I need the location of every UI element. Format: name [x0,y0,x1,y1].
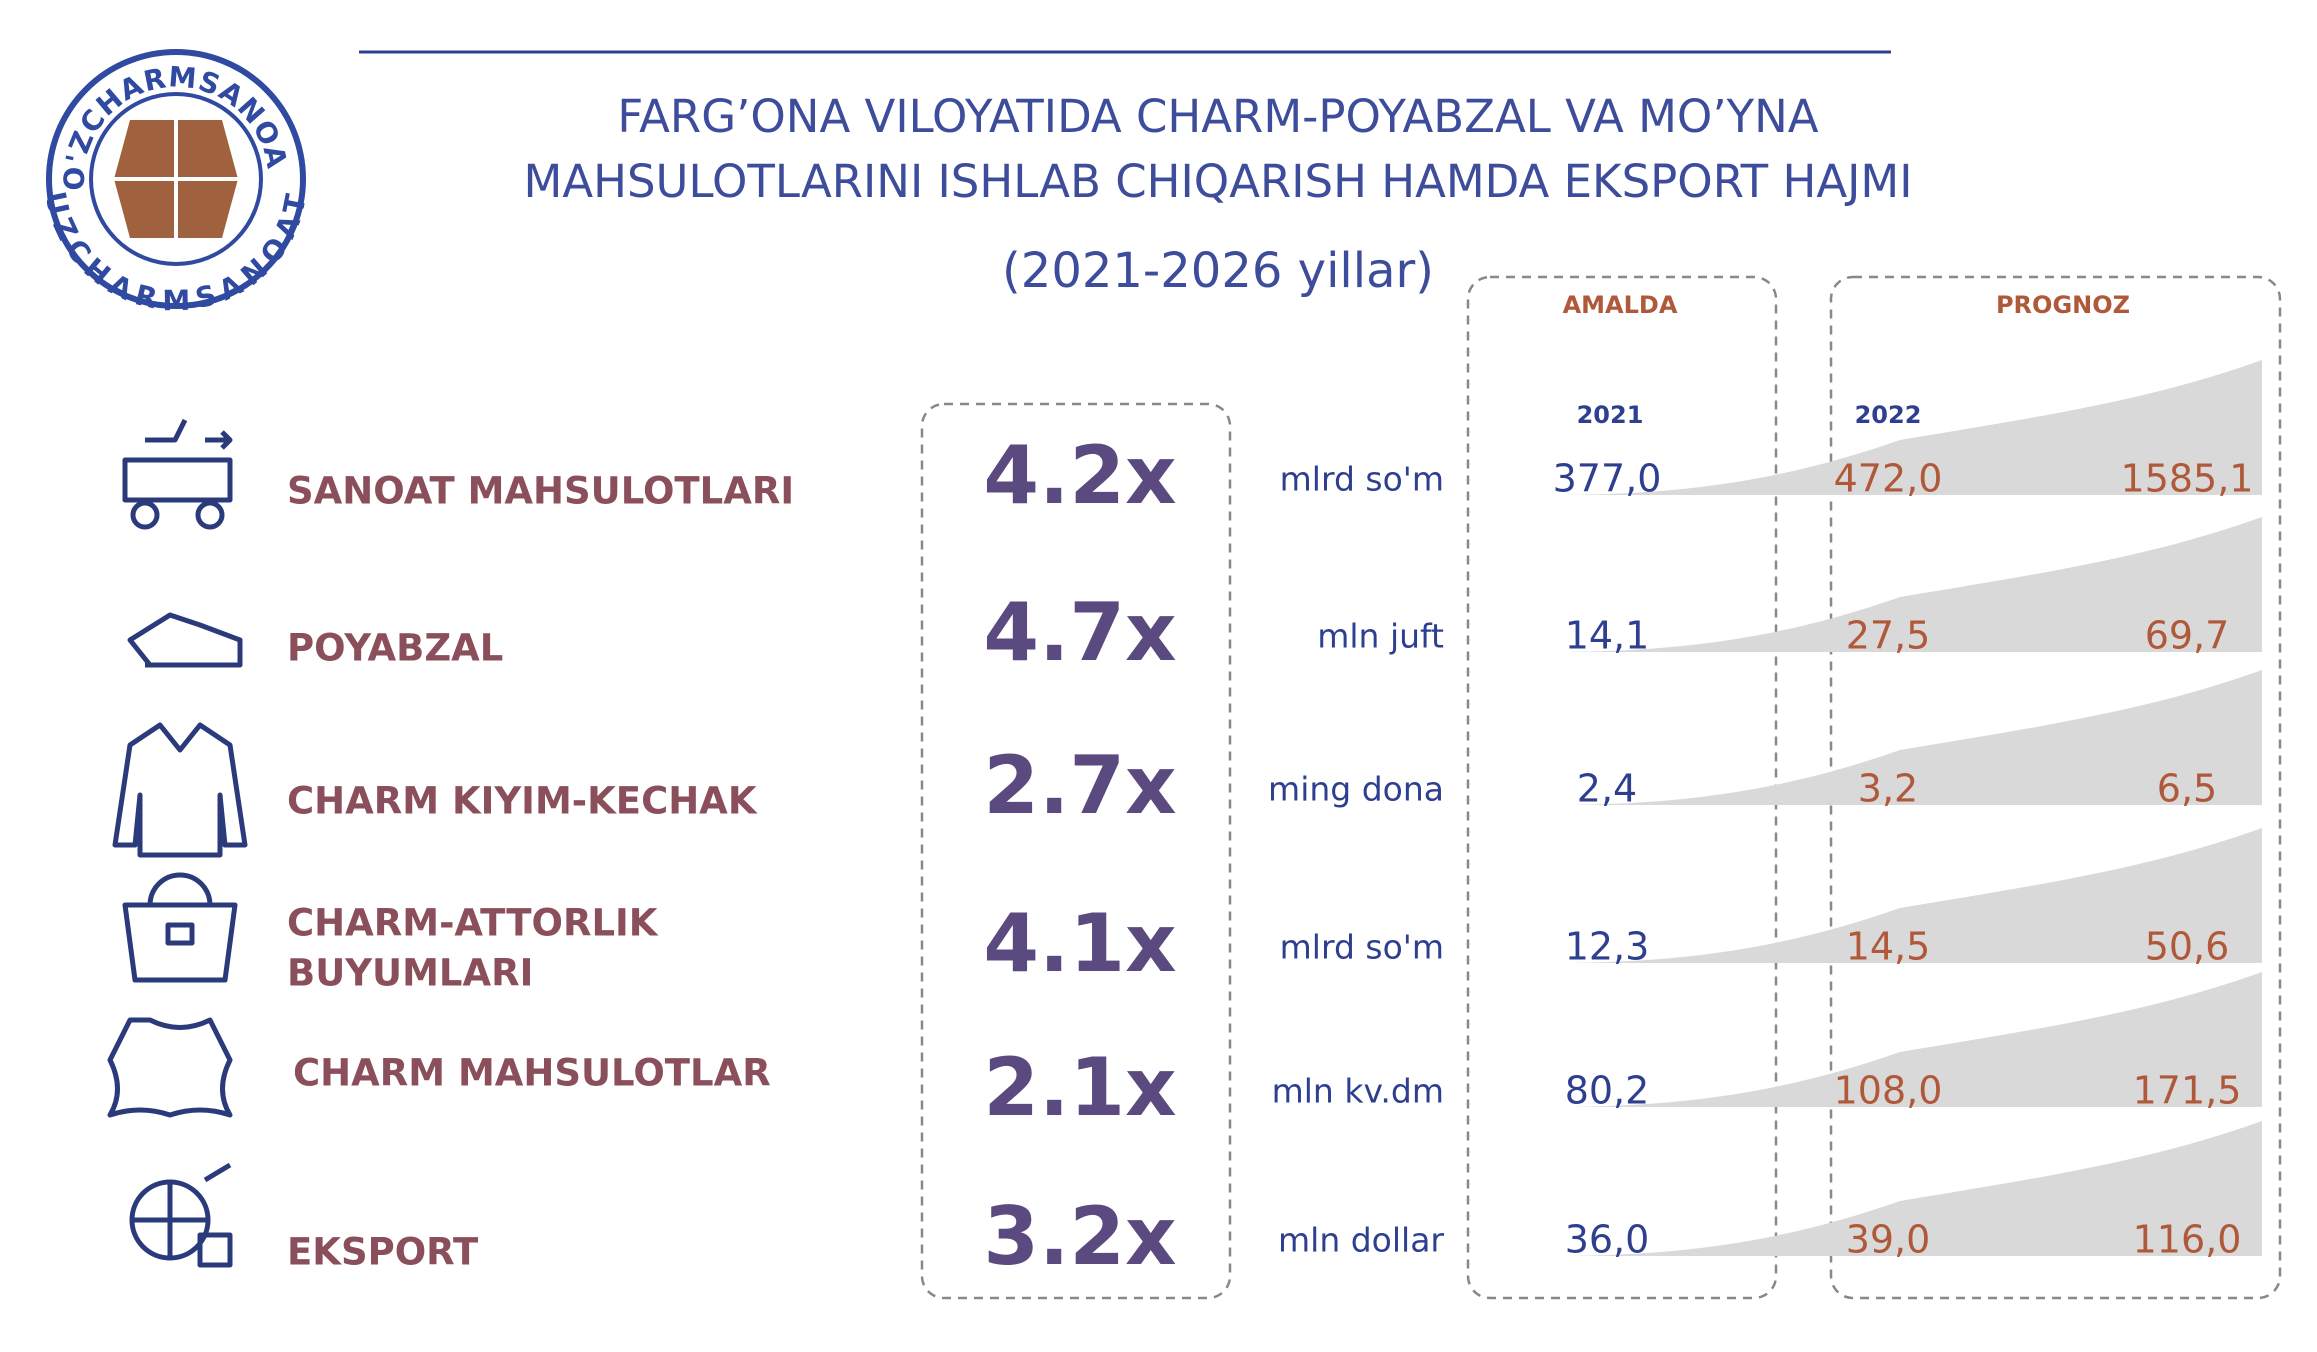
rows: SANOAT MAHSULOTLARI 4.2x mlrd so'm 377,0 472… [287,360,2262,1283]
value-2021: 80,2 [1565,1069,1650,1113]
subtitle: (2021-2026 yillar) [1002,243,1434,299]
growth-area [1555,828,2262,963]
actual-header: AMALDA [1563,291,1678,319]
growth-area [1555,1121,2262,1256]
multiplier: 4.2x [983,429,1176,522]
multiplier: 2.1x [983,1041,1176,1134]
value-2021: 36,0 [1565,1218,1650,1262]
icon-shoe [127,612,243,668]
growth-area [1555,972,2262,1107]
multiplier: 2.7x [983,739,1176,832]
year-label: 2022 [1855,401,1922,429]
value-2022: 14,5 [1846,925,1931,969]
value-2022: 472,0 [1834,457,1943,501]
value-2026: 116,0 [2133,1218,2242,1262]
title-line: MAHSULOTLARINI ISHLAB CHIQARISH HAMDA EK… [524,155,1913,208]
value-2021: 2,4 [1577,767,1637,811]
year-label: 2021 [1577,401,1644,429]
multiplier: 4.1x [983,897,1176,990]
row-label: EKSPORT [287,1231,479,1274]
growth-area [1555,517,2262,652]
value-2026: 6,5 [2157,767,2217,811]
title-line: FARG’ONA VILOYATIDA CHARM-POYABZAL VA MO… [617,90,1818,143]
value-2022: 27,5 [1846,614,1931,658]
value-2022: 108,0 [1834,1069,1943,1113]
value-2021: 14,1 [1565,614,1650,658]
forecast-header: PROGNOZ [1996,291,2130,319]
row-label: POYABZAL [287,627,503,670]
growth-area [1555,360,2262,495]
unit: mlrd so'm [1280,928,1444,967]
icon-leather [107,1017,233,1118]
row-label: CHARM-ATTORLIK [287,902,659,945]
logo: O'ZCHARMSANOAT UZCHARMSANOAT [0,0,310,317]
icon-industry [122,418,233,530]
row-label: SANOAT MAHSULOTLARI [287,470,794,513]
unit: mln kv.dm [1272,1072,1444,1111]
value-2022: 3,2 [1858,767,1918,811]
unit: mlrd so'm [1280,460,1444,499]
icon-bag [122,872,238,983]
value-2021: 12,3 [1565,925,1650,969]
value-2021: 377,0 [1553,457,1662,501]
value-2026: 69,7 [2145,614,2230,658]
value-2026: 50,6 [2145,925,2230,969]
unit: mln juft [1317,617,1444,656]
row-label: CHARM KIYIM-KECHAK [287,780,758,823]
icon-jacket [112,722,248,858]
row-label: CHARM MAHSULOTLAR [293,1052,771,1095]
unit: ming dona [1268,770,1444,809]
forecast-box [1829,275,2282,1300]
unit: mln dollar [1278,1221,1444,1260]
value-2022: 39,0 [1846,1218,1931,1262]
multiplier: 3.2x [983,1190,1176,1283]
icon-export [129,1162,233,1268]
growth-area [1555,670,2262,805]
row-label: BUYUMLARI [287,952,533,995]
multiplier: 4.7x [983,586,1176,679]
value-2026: 1585,1 [2121,457,2254,501]
icons [107,418,248,1268]
value-2026: 171,5 [2133,1069,2242,1113]
multiplier-box [920,402,1232,1300]
